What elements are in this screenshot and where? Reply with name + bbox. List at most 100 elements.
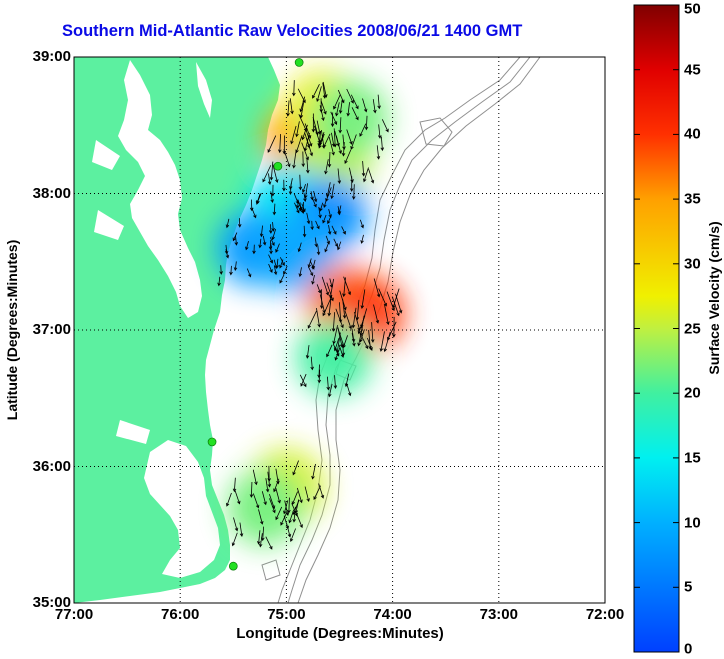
velocity-arrow <box>361 161 366 177</box>
velocity-arrow <box>344 373 350 388</box>
velocity-arrow <box>237 218 242 228</box>
velocity-arrow <box>286 100 290 117</box>
velocity-arrow <box>245 240 249 251</box>
velocity-arrow <box>363 167 369 183</box>
radar-station-marker <box>273 161 283 171</box>
velocity-arrow <box>301 124 308 141</box>
velocity-arrow <box>225 218 230 229</box>
velocity-arrow <box>311 463 316 480</box>
colorbar-tick-label: 0 <box>684 640 693 658</box>
velocity-arrow <box>318 206 322 219</box>
velocity-arrow <box>335 102 340 117</box>
velocity-arrow <box>377 124 382 139</box>
colorbar-tick-label: 35 <box>684 190 701 208</box>
velocity-arrow <box>239 522 244 537</box>
velocity-arrow <box>279 274 285 284</box>
radar-stations <box>207 58 304 571</box>
y-tick-label: 38:00 <box>32 184 71 202</box>
velocity-arrow <box>373 304 380 324</box>
velocity-arrow <box>299 374 307 388</box>
pamlico-sound <box>144 440 220 578</box>
velocity-arrow <box>328 137 335 156</box>
velocity-arrow <box>291 503 298 517</box>
colorbar <box>633 4 680 653</box>
velocity-arrow <box>302 225 307 238</box>
radar-station-marker <box>207 437 217 447</box>
velocity-patch <box>312 80 389 157</box>
velocity-arrow <box>275 506 283 521</box>
velocity-arrow <box>383 332 391 353</box>
velocity-arrow <box>317 364 321 379</box>
velocity-arrow <box>327 224 332 235</box>
velocity-arrow <box>316 86 322 103</box>
velocity-arrow <box>309 260 315 270</box>
velocity-arrow <box>275 258 279 269</box>
velocity-arrow <box>219 265 223 275</box>
x-tick-label: 77:00 <box>54 606 94 623</box>
velocity-arrow <box>229 265 233 276</box>
land-mass <box>74 57 280 603</box>
velocity-arrow <box>316 284 322 294</box>
velocity-arrow <box>251 207 257 219</box>
velocity-arrow <box>272 203 277 216</box>
velocity-arrow <box>249 481 254 498</box>
velocity-arrow <box>275 488 281 504</box>
velocity-arrow <box>339 290 347 311</box>
velocity-arrow <box>312 84 320 99</box>
velocity-arrow <box>311 113 316 133</box>
velocity-arrow <box>313 190 318 203</box>
velocity-arrow <box>271 228 277 241</box>
y-tick-label: 37:00 <box>32 321 71 338</box>
velocity-arrow <box>311 274 315 285</box>
velocity-arrow <box>310 356 314 371</box>
velocity-arrow <box>338 117 343 134</box>
velocity-arrow <box>270 191 274 204</box>
chesapeake-bay <box>118 60 202 318</box>
x-tick-label: 75:00 <box>267 606 306 623</box>
velocity-arrow <box>289 528 296 543</box>
velocity-arrow <box>325 235 330 245</box>
velocity-arrow <box>269 244 273 255</box>
velocity-arrow <box>267 173 272 186</box>
velocity-arrow <box>297 242 302 253</box>
velocity-arrow <box>341 342 346 357</box>
velocity-arrow <box>351 332 356 347</box>
velocity-arrow <box>282 179 286 192</box>
velocity-arrow <box>299 96 306 113</box>
velocity-arrow <box>307 258 312 269</box>
velocity-arrow <box>373 278 381 298</box>
velocity-arrow <box>233 261 238 272</box>
velocity-arrow <box>350 94 359 110</box>
velocity-arrow <box>362 98 368 113</box>
velocity-arrow <box>292 80 296 97</box>
velocity-arrow <box>246 268 252 278</box>
velocity-arrow <box>381 119 389 133</box>
velocity-arrow <box>319 289 324 310</box>
velocity-arrow <box>306 212 311 225</box>
velocity-arrow <box>252 469 258 486</box>
velocity-arrow <box>351 107 359 121</box>
velocity-arrow <box>376 145 381 160</box>
velocity-arrow <box>384 304 390 326</box>
velocity-arrow <box>303 192 307 202</box>
velocity-arrow <box>234 490 241 505</box>
velocity-arrow <box>288 183 293 195</box>
colorbar-tick-label: 30 <box>684 255 701 273</box>
velocity-arrow <box>346 129 353 145</box>
velocity-arrow <box>316 245 321 256</box>
velocity-arrow <box>314 237 318 248</box>
velocity-arrow <box>349 176 354 192</box>
velocity-arrow <box>295 135 303 154</box>
velocity-arrow <box>318 483 325 499</box>
velocity-arrow <box>292 149 297 169</box>
velocity-arrow <box>319 202 324 212</box>
velocity-arrow <box>321 276 330 296</box>
velocity-arrow <box>325 182 331 198</box>
velocity-arrow <box>297 88 306 104</box>
velocity-arrow <box>332 343 340 357</box>
velocity-arrow <box>337 205 342 215</box>
velocity-arrow <box>283 515 290 530</box>
velocity-arrow <box>330 111 338 125</box>
velocity-arrow <box>324 159 329 175</box>
velocity-arrow <box>319 105 325 122</box>
